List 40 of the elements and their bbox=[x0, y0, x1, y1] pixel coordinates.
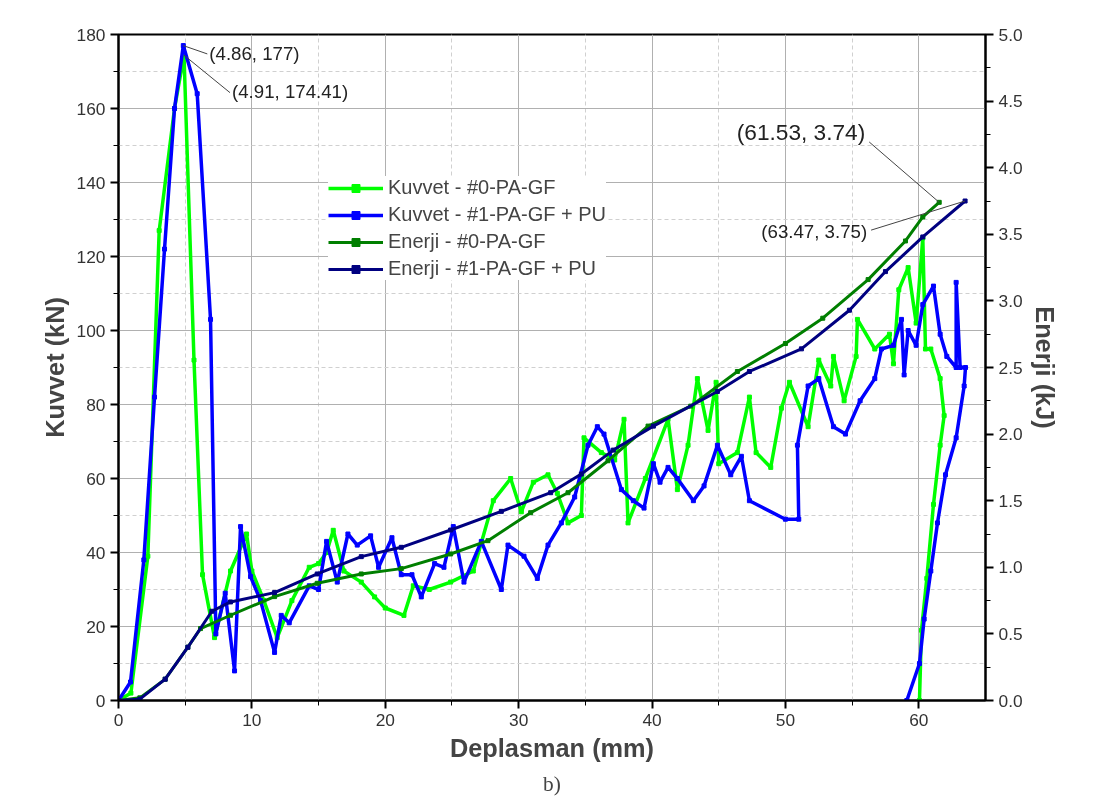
x-tick-label: 60 bbox=[909, 709, 929, 730]
y2-tick-label: 5.0 bbox=[998, 24, 1023, 45]
x-tick-label: 40 bbox=[642, 709, 662, 730]
y2-tick-label: 1.0 bbox=[998, 557, 1023, 578]
x-tick-label: 10 bbox=[242, 709, 262, 730]
y-tick-label: 160 bbox=[76, 98, 106, 119]
y-tick-label: 80 bbox=[86, 394, 106, 415]
y2-axis-title: Enerji (kJ) bbox=[1030, 306, 1059, 429]
x-tick-label: 0 bbox=[113, 709, 124, 730]
legend-label: Enerji - #1-PA-GF + PU bbox=[388, 257, 597, 280]
x-tick-label: 50 bbox=[775, 709, 796, 730]
y2-tick-label: 2.5 bbox=[998, 357, 1023, 378]
annotation: (63.47, 3.75) bbox=[761, 220, 868, 242]
y-tick-label: 20 bbox=[86, 616, 106, 637]
y-tick-label: 140 bbox=[76, 172, 106, 193]
y2-tick-label: 4.0 bbox=[998, 157, 1023, 178]
text: b) bbox=[543, 771, 561, 796]
annotation: (4.91, 174.41) bbox=[231, 80, 349, 102]
y-tick-label: 60 bbox=[86, 468, 106, 489]
legend-label: Enerji - #0-PA-GF bbox=[388, 230, 546, 253]
x-tick-label: 20 bbox=[375, 709, 395, 730]
x-tick-label: 30 bbox=[509, 709, 529, 730]
y2-tick-label: 1.5 bbox=[998, 490, 1023, 511]
y-tick-label: 0 bbox=[95, 690, 106, 711]
y-tick-label: 100 bbox=[76, 320, 106, 341]
annotation: (4.86, 177) bbox=[209, 43, 300, 65]
y-tick-label: 180 bbox=[76, 24, 106, 45]
y2-tick-label: 3.0 bbox=[998, 290, 1023, 311]
annotation: (61.53, 3.74) bbox=[736, 119, 866, 146]
y2-tick-label: 3.5 bbox=[998, 224, 1023, 245]
y-axis-title: Kuvvet (kN) bbox=[40, 297, 69, 438]
y-tick-label: 120 bbox=[76, 246, 106, 267]
legend-label: Kuvvet - #0-PA-GF bbox=[388, 176, 556, 199]
x-axis-title: Deplasman (mm) bbox=[449, 733, 655, 762]
y2-tick-label: 0.0 bbox=[998, 690, 1023, 711]
y2-tick-label: 2.0 bbox=[998, 424, 1023, 445]
y2-tick-label: 4.5 bbox=[998, 91, 1023, 112]
legend-label: Kuvvet - #1-PA-GF + PU bbox=[388, 203, 607, 226]
y-tick-label: 40 bbox=[86, 542, 106, 563]
y2-tick-label: 0.5 bbox=[998, 623, 1023, 644]
